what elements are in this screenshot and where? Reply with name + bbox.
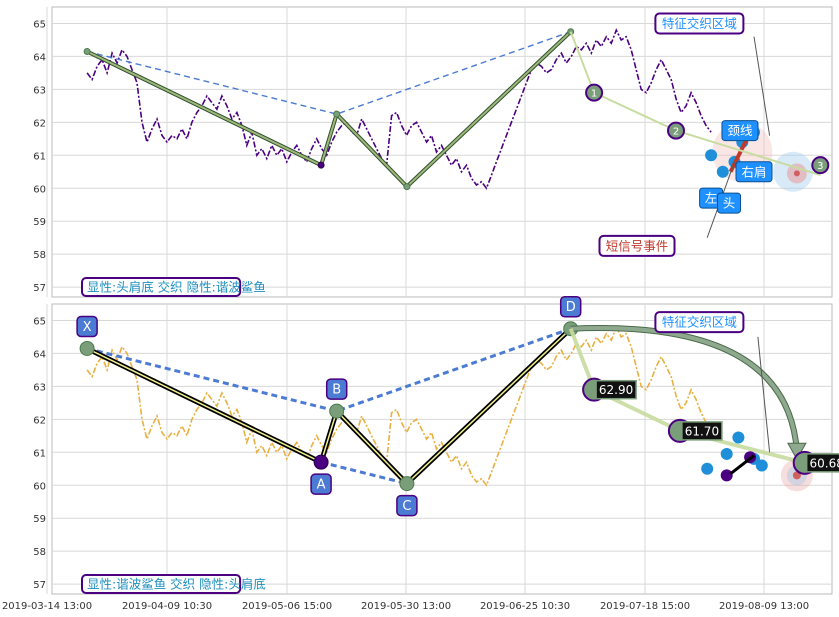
point-label-box	[396, 494, 418, 517]
target-dot	[792, 471, 801, 480]
mini-pattern-dot	[755, 459, 768, 472]
x-tick-label: 2019-07-18 15:00	[600, 601, 690, 612]
pattern-legend-text: 显性:头肩底 交织 隐性:谐波鲨鱼	[87, 280, 266, 295]
y-tick-label: 60	[33, 184, 46, 195]
annotation-box	[735, 161, 773, 183]
price-series-line	[86, 28, 712, 190]
point-label-box	[76, 315, 98, 338]
price-target-label: 60.68	[810, 456, 839, 470]
annotation-pointer	[753, 36, 771, 136]
point-label-box	[310, 473, 332, 495]
numbered-marker	[585, 83, 604, 102]
annotation-text: 特征交织区域	[662, 315, 737, 330]
pattern-point-marker	[83, 47, 91, 55]
y-tick-label: 65	[33, 316, 46, 327]
price-target-label: 62.90	[599, 383, 633, 397]
y-tick-label: 60	[33, 481, 46, 492]
price-series-line	[86, 325, 712, 487]
bottom-panel: 57 58 59 60 61 62 63 64 65 X A B C D 62.90 61.70 60.68 特征…	[33, 295, 839, 595]
numbered-marker-label: 1	[591, 89, 597, 100]
numbered-marker	[811, 156, 830, 175]
y-tick-label: 63	[33, 85, 46, 96]
x-tick-label: 2019-05-30 13:00	[361, 601, 451, 612]
annotation-box	[654, 12, 745, 35]
x-tick-label: 2019-05-06 15:00	[242, 601, 332, 612]
y-tick-label: 57	[33, 283, 46, 294]
projection-path	[569, 31, 821, 177]
dashed-connector-line	[86, 31, 571, 115]
pattern-point-marker	[329, 403, 345, 419]
annotation-pointer	[757, 336, 771, 453]
y-tick-label: 65	[33, 19, 46, 30]
pattern-point-marker	[333, 110, 341, 118]
dashed-connector-line	[86, 327, 572, 413]
pattern-point-marker	[403, 183, 411, 191]
mini-pattern-dot	[701, 462, 714, 475]
x-axis: 2019-03-14 13:00 2019-04-09 10:30 2019-05-…	[2, 601, 809, 612]
y-tick-label: 57	[33, 580, 46, 591]
mini-pattern-line	[729, 454, 755, 475]
point-label-a: A	[317, 478, 326, 493]
annotation-box	[598, 234, 676, 257]
y-tick-label: 58	[33, 250, 46, 261]
mini-pattern-dot	[732, 431, 745, 444]
pattern-point-marker	[317, 161, 325, 169]
x-tick-label: 2019-08-09 13:00	[719, 601, 809, 612]
y-tick-label: 64	[33, 52, 46, 63]
target-arrow-head	[787, 442, 807, 461]
annotation-text: 左	[705, 191, 718, 206]
mini-pattern-dot	[705, 149, 718, 162]
annotation-text: 特征交织区域	[662, 16, 737, 31]
point-label-x: X	[83, 320, 92, 335]
x-tick-label: 2019-04-09 10:30	[122, 601, 212, 612]
y-tick-label: 62	[33, 118, 46, 129]
pattern-point-marker	[79, 340, 95, 356]
mini-pattern-dot	[720, 447, 733, 460]
y-tick-label: 61	[33, 151, 46, 162]
annotation-text: 右肩	[741, 164, 766, 179]
pattern-point-marker	[399, 476, 415, 492]
mini-pattern-dot	[720, 469, 733, 482]
annotation-text: 头	[723, 196, 736, 211]
y-tick-label: 59	[33, 514, 46, 525]
y-tick-label: 58	[33, 547, 46, 558]
pattern-legend-box	[81, 574, 242, 594]
x-tick-label: 2019-06-25 10:30	[480, 601, 570, 612]
annotation-text: 短信号事件	[606, 238, 669, 253]
x-tick-label: 2019-03-14 13:00	[2, 601, 92, 612]
point-label-box	[559, 295, 582, 318]
annotation-box	[721, 120, 759, 142]
y-tick-label: 59	[33, 217, 46, 228]
y-tick-label: 63	[33, 382, 46, 393]
numbered-marker-label: 2	[673, 127, 679, 138]
pattern-legend-box	[81, 277, 242, 297]
point-label-c: C	[402, 499, 411, 514]
target-arrow	[570, 326, 799, 452]
point-label-b: B	[332, 383, 341, 398]
mini-pattern-dot	[716, 165, 729, 178]
numbered-marker	[667, 121, 685, 140]
y-tick-label: 64	[33, 349, 46, 360]
price-target-box	[805, 453, 839, 473]
annotation-box	[717, 192, 742, 214]
point-label-d: D	[566, 300, 576, 315]
annotation-text: 颈线	[727, 123, 753, 138]
point-label-box	[325, 378, 348, 400]
y-tick-label: 61	[33, 448, 46, 459]
pattern-point-marker	[313, 454, 329, 470]
projection-path	[568, 327, 806, 465]
annotation-box	[654, 311, 745, 334]
price-target-box	[595, 379, 637, 400]
dashed-connector-line	[320, 460, 408, 486]
target-dot	[793, 170, 800, 177]
price-target-label: 61.70	[685, 424, 719, 438]
y-tick-label: 62	[33, 415, 46, 426]
pattern-legend-text: 显性:谐波鲨鱼 交织 隐性:头肩底	[87, 577, 266, 592]
numbered-marker-label: 3	[817, 161, 823, 172]
price-target-box	[681, 421, 723, 441]
